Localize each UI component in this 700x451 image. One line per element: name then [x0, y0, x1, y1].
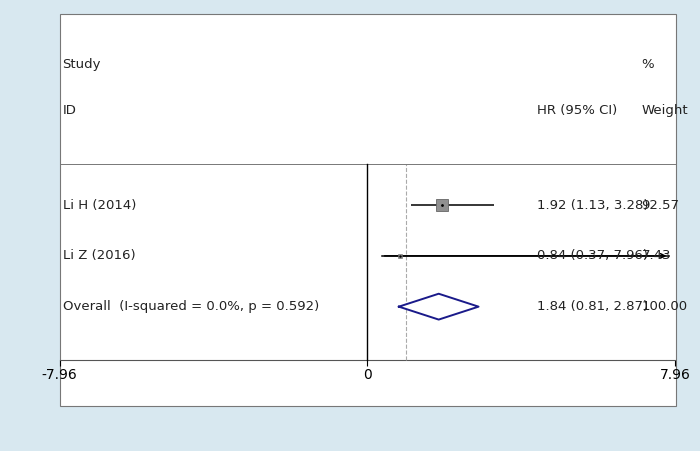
Text: Study: Study: [62, 58, 101, 71]
Bar: [398, 254, 402, 258]
Text: 0.84 (0.37, 7.96): 0.84 (0.37, 7.96): [537, 249, 648, 262]
Text: 100.00: 100.00: [642, 300, 687, 313]
Text: ID: ID: [62, 104, 76, 117]
Text: HR (95% CI): HR (95% CI): [537, 104, 617, 117]
Polygon shape: [399, 294, 479, 320]
Text: 1.92 (1.13, 3.28): 1.92 (1.13, 3.28): [537, 198, 648, 212]
Text: 1.84 (0.81, 2.87): 1.84 (0.81, 2.87): [537, 300, 648, 313]
Text: %: %: [642, 58, 654, 71]
Text: Li Z (2016): Li Z (2016): [62, 249, 135, 262]
Text: 7.43: 7.43: [642, 249, 671, 262]
Text: Overall  (I-squared = 0.0%, p = 0.592): Overall (I-squared = 0.0%, p = 0.592): [62, 300, 318, 313]
Text: Li H (2014): Li H (2014): [62, 198, 136, 212]
Text: 92.57: 92.57: [642, 198, 680, 212]
Text: Weight: Weight: [642, 104, 688, 117]
Bar: [435, 199, 448, 212]
